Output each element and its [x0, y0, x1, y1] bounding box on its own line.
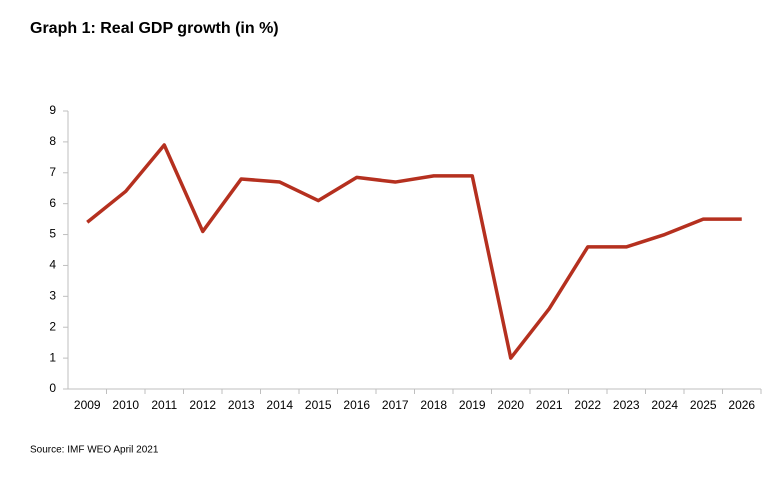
x-tick-label: 2010: [112, 398, 139, 412]
y-tick-label: 4: [49, 258, 56, 272]
x-tick-label: 2012: [189, 398, 216, 412]
y-tick-label: 0: [49, 381, 56, 395]
x-tick-label: 2021: [536, 398, 563, 412]
x-tick-label: 2009: [74, 398, 101, 412]
y-tick-label: 5: [49, 227, 56, 241]
x-tick-label: 2017: [382, 398, 409, 412]
x-tick-label: 2026: [728, 398, 755, 412]
x-tick-label: 2022: [574, 398, 601, 412]
y-tick-label: 8: [49, 134, 56, 148]
x-tick-label: 2016: [343, 398, 370, 412]
chart-title: Graph 1: Real GDP growth (in %): [30, 20, 279, 37]
y-tick-label: 7: [49, 165, 56, 179]
y-tick-label: 1: [49, 350, 56, 364]
x-tick-label: 2018: [420, 398, 447, 412]
data-line: [86, 143, 742, 360]
y-tick-label: 6: [49, 196, 56, 210]
y-tick-label: 9: [49, 103, 56, 117]
x-tick-label: 2025: [690, 398, 717, 412]
x-tick-label: 2013: [228, 398, 255, 412]
x-tick-label: 2024: [651, 398, 678, 412]
y-tick-label: 2: [49, 319, 56, 333]
x-tick-label: 2023: [613, 398, 640, 412]
source-note: Source: IMF WEO April 2021: [30, 445, 159, 456]
x-tick-label: 2014: [266, 398, 293, 412]
x-tick-label: 2015: [305, 398, 332, 412]
x-tick-label: 2020: [497, 398, 524, 412]
y-tick-label: 3: [49, 289, 56, 303]
x-tick-label: 2019: [459, 398, 486, 412]
x-tick-label: 2011: [151, 398, 177, 412]
